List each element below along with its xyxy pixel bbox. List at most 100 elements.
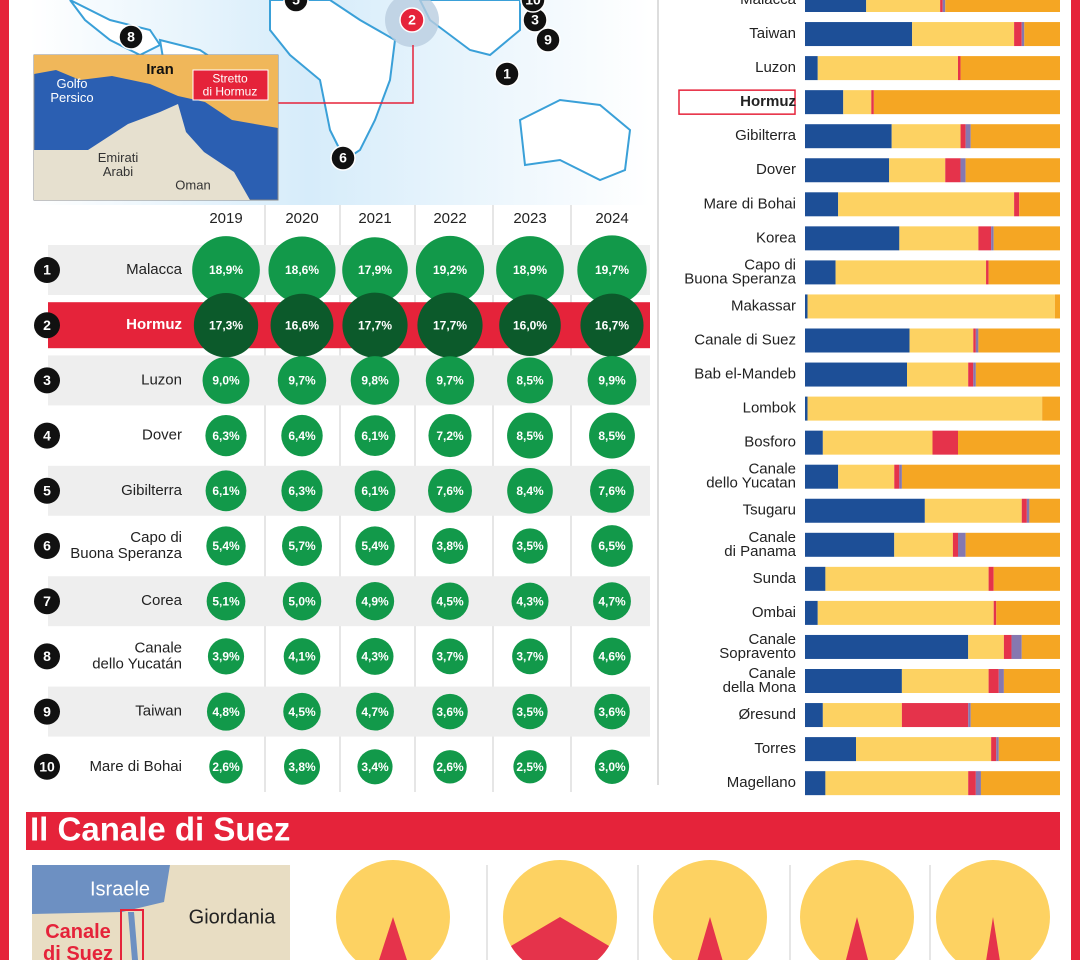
bubble: [593, 637, 631, 676]
inset-land: [34, 104, 250, 200]
bubble-label: 9,9%: [598, 374, 626, 388]
section-title: Il Canale di Suez: [30, 811, 290, 848]
bubble-label: 6,1%: [361, 429, 389, 443]
bubble: [511, 582, 549, 620]
bubble-label: 5,0%: [288, 594, 316, 608]
bubble: [207, 638, 245, 675]
bubble: [270, 293, 334, 357]
bubble: [350, 356, 400, 405]
bubble-label: 18,6%: [285, 263, 319, 277]
bar-segment: [835, 260, 987, 285]
bar-segment: [805, 396, 808, 421]
bar-segment: [968, 634, 1004, 659]
bar-segment: [825, 566, 989, 591]
bar-segment: [1021, 634, 1060, 659]
pie-slice: [510, 917, 610, 960]
bar-segment: [1003, 669, 1060, 693]
bubble-label: 6,1%: [361, 484, 389, 498]
bar-segment: [993, 600, 997, 625]
bar-segment: [991, 737, 997, 762]
bubble-label: 6,1%: [212, 484, 240, 498]
bar-label: Tsugaru: [743, 502, 796, 519]
bar-label: Ombai: [752, 604, 796, 621]
rank-badge: [34, 533, 60, 559]
bubble-label: 2,6%: [212, 760, 240, 774]
bubble: [268, 236, 336, 304]
bar-segment: [907, 362, 969, 387]
bar-label: Korea: [756, 229, 797, 246]
bubble-label: 6,3%: [212, 429, 240, 443]
pie-slice: [845, 917, 869, 960]
bar-label: Bab el-Mandeb: [694, 366, 796, 383]
bar-segment: [805, 737, 856, 762]
inset-label: Oman: [175, 177, 210, 192]
bar-segment: [965, 158, 1060, 183]
bubble: [433, 750, 467, 784]
bar-segment: [805, 90, 844, 115]
bubble: [354, 470, 396, 512]
bubble-label: 4,5%: [288, 705, 316, 719]
bubble-label: 2,6%: [436, 760, 464, 774]
rank-badge: [34, 367, 60, 394]
bar-segment: [996, 737, 999, 762]
bubble-label: 17,7%: [433, 318, 467, 332]
bar-segment: [817, 600, 994, 625]
map-land: [518, 98, 632, 182]
bubble: [283, 638, 321, 675]
bubble-label: 3,4%: [361, 760, 389, 774]
bar-label: Makassar: [731, 297, 796, 314]
map-marker: [118, 24, 144, 50]
rank-label: 6: [43, 538, 51, 554]
bar-segment: [1054, 294, 1060, 319]
bar-segment: [960, 124, 966, 149]
bubble-label: 5,4%: [212, 539, 240, 553]
bubble-label: 4,5%: [436, 594, 464, 608]
bar-segment: [952, 532, 958, 557]
map-marker-label: 6: [339, 150, 347, 166]
bubble-label: 5,4%: [361, 539, 389, 553]
bar-segment: [805, 56, 818, 81]
bubble-label: 9,7%: [288, 374, 316, 388]
bubble: [496, 236, 564, 304]
bar-segment: [1003, 634, 1012, 659]
border-left: [0, 0, 9, 960]
bubble-label: 4,7%: [361, 705, 389, 719]
rank-badge: [34, 753, 60, 780]
bar-segment: [968, 771, 976, 796]
bar-label: Canale di Panama: [724, 529, 796, 560]
row-band: [48, 576, 650, 627]
bubble-label: 9,8%: [361, 374, 389, 388]
bubble: [580, 293, 644, 357]
suez-label: Giordania: [189, 906, 277, 928]
suez-label: Canale di Suez: [43, 921, 113, 960]
bubble-label: 7,2%: [436, 429, 464, 443]
bubble: [193, 293, 259, 358]
bubble-label: 17,9%: [358, 263, 392, 277]
bar-segment: [889, 158, 946, 183]
bar-label: Canale della Mona: [723, 665, 797, 696]
pie-slice: [986, 917, 1000, 960]
map-land: [269, 0, 397, 162]
bar-segment: [945, 158, 961, 183]
bubble-label: 7,6%: [598, 484, 626, 498]
bubble: [356, 692, 394, 731]
bar-label: Dover: [756, 161, 796, 178]
bubble: [192, 236, 260, 304]
bar-segment: [1014, 192, 1020, 217]
suez-sea: [32, 865, 170, 914]
bubble-label: 6,3%: [288, 484, 316, 498]
bar-segment: [901, 703, 969, 728]
bar-segment: [988, 260, 1060, 285]
bar-segment: [970, 703, 1060, 728]
bar-label: Øresund: [738, 706, 796, 723]
bar-segment: [805, 158, 890, 183]
bar-segment: [805, 464, 839, 489]
rank-badge: [34, 698, 60, 725]
pie-background: [336, 860, 450, 960]
bar-segment: [965, 124, 971, 149]
column-header: 2021: [358, 210, 391, 227]
bar-segment: [980, 771, 1060, 796]
bar-segment: [805, 124, 892, 149]
inset-map: [33, 54, 279, 201]
